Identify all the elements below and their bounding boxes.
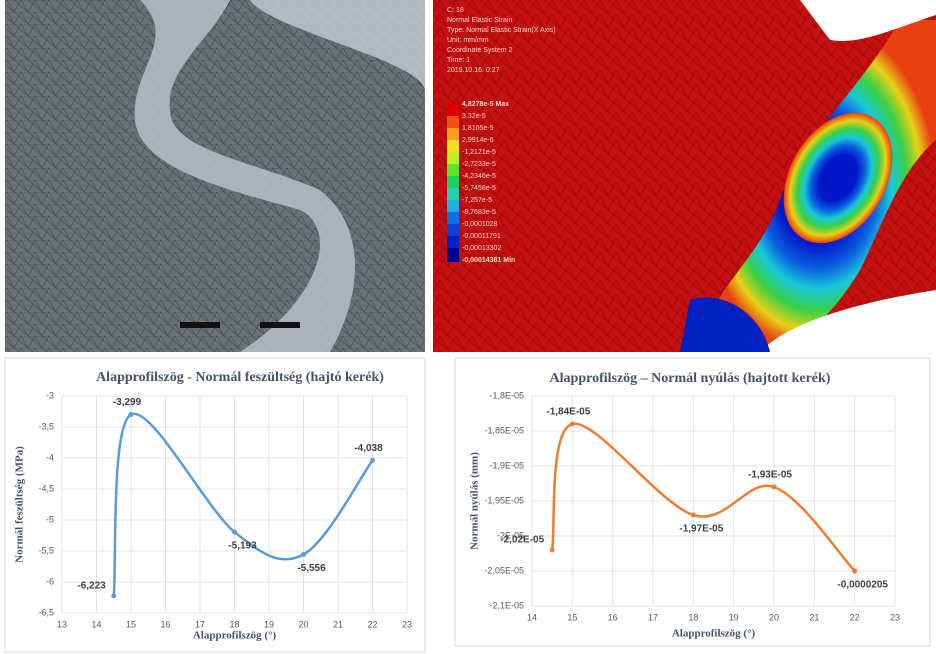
strain-image <box>433 0 936 352</box>
fea-legend-label: 1,8105e-5 <box>462 125 494 132</box>
point <box>111 593 117 599</box>
data-label: -1,84E-05 <box>546 407 590 418</box>
fea-header: Coordinate System 2 <box>447 47 512 54</box>
y-tick-label: -3 <box>46 390 54 400</box>
point <box>128 412 134 418</box>
chart-panel <box>4 357 426 653</box>
x-axis-label: Alapprofilszög (°) <box>672 628 756 640</box>
data-label: -5,556 <box>297 563 326 574</box>
y-tick-label: -4,5 <box>38 483 54 493</box>
x-tick-label: 14 <box>91 619 101 629</box>
data-label: -0,0000205 <box>837 580 888 591</box>
fea-legend-label: -0,00011791 <box>462 233 501 240</box>
data-label: -6,223 <box>77 580 106 591</box>
fea-legend-label: -0,00013302 <box>462 245 501 252</box>
y-axis-label: Normál nyúlás (mm) <box>469 452 481 550</box>
fea-legend-label: -1,2121e-5 <box>462 149 496 156</box>
chart-panel <box>454 357 931 647</box>
fea-legend-label: -8,7683e-5 <box>462 209 496 216</box>
x-tick-label: 16 <box>608 612 618 622</box>
data-label: -2,02E-05 <box>500 535 544 546</box>
fea-header: C: 18 <box>447 7 464 14</box>
line <box>112 412 374 596</box>
x-tick-label: 18 <box>229 619 239 629</box>
x-tick-label: 14 <box>527 612 537 622</box>
fea-header: Time: 1 <box>447 57 470 64</box>
y-tick-label: -2,1E-05 <box>489 600 524 610</box>
fea-legend-label: -2,7233e-5 <box>462 161 496 168</box>
y-tick-label: -6 <box>46 576 54 586</box>
x-tick-label: 15 <box>126 619 136 629</box>
fea-legend-label: -7,257e-5 <box>462 197 492 204</box>
fea-legend-label: -0,00014381 Min <box>462 257 515 264</box>
data-label: -4,038 <box>354 443 383 454</box>
fea-legend-label: -0,0001028 <box>462 221 498 228</box>
y-tick-label: -5,5 <box>38 545 54 555</box>
y-tick-label: -1,85E-05 <box>484 425 524 435</box>
point <box>232 529 237 535</box>
fea-header: Unit: mm/mm <box>447 37 489 44</box>
point <box>852 568 858 574</box>
y-tick-label: -1,9E-05 <box>489 460 524 470</box>
fea-header: 2019.10.16. 0:27 <box>447 67 500 74</box>
y-tick-label: -1,95E-05 <box>484 495 524 505</box>
fea-legend-label: 2,9914e-6 <box>462 137 494 144</box>
fea-header: Normal Elastic Strain <box>447 17 512 24</box>
y-tick-label: -2E-05 <box>497 530 524 540</box>
x-tick-label: 23 <box>402 619 412 629</box>
data-label: -1,93E-05 <box>748 470 792 481</box>
chart-title: Alapprofilszög - Normál feszültség (hajt… <box>96 370 384 385</box>
data-label: -5,193 <box>228 541 257 552</box>
x-tick-label: 16 <box>160 619 170 629</box>
x-tick-label: 20 <box>769 612 779 622</box>
y-axis-label: Normál feszültség (MPa) <box>14 446 26 563</box>
x-tick-label: 20 <box>298 619 308 629</box>
y-tick-label: -5 <box>46 514 54 524</box>
x-tick-label: 19 <box>729 612 739 622</box>
x-tick-label: 19 <box>264 619 274 629</box>
x-tick-label: 15 <box>567 612 577 622</box>
point <box>771 484 777 490</box>
chart-title: Alapprofilszög – Normál nyúlás (hajtott … <box>550 371 831 386</box>
x-tick-label: 22 <box>850 612 860 622</box>
x-axis-label: Alapprofilszög (°) <box>193 630 277 642</box>
fea-legend-label: -4,2346e-5 <box>462 173 496 180</box>
line <box>550 422 856 572</box>
fea-legend-label: -5,7458e-5 <box>462 185 496 192</box>
x-tick-label: 17 <box>648 612 658 622</box>
point <box>569 421 575 427</box>
x-tick-label: 21 <box>333 619 343 629</box>
point <box>549 547 555 553</box>
x-tick-label: 13 <box>57 619 67 629</box>
y-tick-label: -2,05E-05 <box>484 565 524 575</box>
point <box>370 457 375 463</box>
y-tick-label: -6,5 <box>38 607 54 617</box>
mesh-image <box>5 0 425 352</box>
strain-colorbar <box>447 104 459 262</box>
point <box>301 551 306 557</box>
fea-legend-label: 4,8278e-5 Max <box>462 101 509 108</box>
x-tick-label: 23 <box>890 612 900 622</box>
fea-header: Type: Normal Elastic Strain(X Axis) <box>447 27 556 34</box>
x-tick-label: 18 <box>688 612 698 622</box>
point <box>690 512 696 518</box>
data-label: -1,97E-05 <box>679 524 723 535</box>
x-tick-label: 22 <box>367 619 377 629</box>
y-tick-label: -1,8E-05 <box>489 390 524 400</box>
x-tick-label: 17 <box>195 619 205 629</box>
x-tick-label: 21 <box>809 612 819 622</box>
y-tick-label: -4 <box>46 452 54 462</box>
y-tick-label: -3,5 <box>38 421 54 431</box>
fea-legend-label: 3,32e-5 <box>462 113 486 120</box>
data-label: -3,299 <box>113 397 142 408</box>
